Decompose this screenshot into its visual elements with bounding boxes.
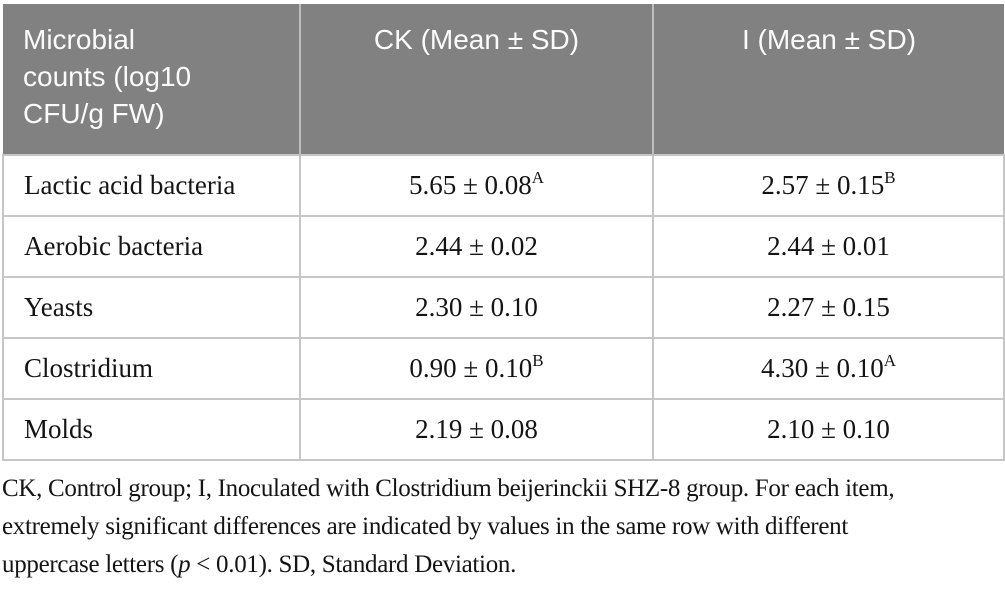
i-value-cell: 2.57 ± 0.15B xyxy=(652,154,1005,217)
i-value-cell: 2.44 ± 0.01 xyxy=(652,215,1005,278)
ck-value-cell: 2.19 ± 0.08 xyxy=(299,398,654,461)
ck-value: 2.44 ± 0.02 xyxy=(415,231,538,261)
i-value: 2.10 ± 0.10 xyxy=(767,414,890,444)
ck-value: 2.30 ± 0.10 xyxy=(415,292,538,322)
footnote-line-1: CK, Control group; I, Inoculated with Cl… xyxy=(2,475,895,502)
i-value: 4.30 ± 0.10 xyxy=(760,353,884,383)
significance-letter: A xyxy=(883,351,897,370)
ck-value-cell: 5.65 ± 0.08A xyxy=(299,154,654,217)
microbial-counts-table: Microbial counts (log10 CFU/g FW) CK (Me… xyxy=(2,4,1005,461)
ck-value-cell: 0.90 ± 0.10B xyxy=(299,337,654,400)
significance-letter: A xyxy=(531,168,545,187)
row-label: Clostridium xyxy=(2,337,301,400)
row-label: Molds xyxy=(2,398,301,461)
column-header-ck: CK (Mean ± SD) xyxy=(299,4,653,155)
header-row: Microbial counts (log10 CFU/g FW) CK (Me… xyxy=(3,4,1004,155)
row-label: Yeasts xyxy=(2,276,301,339)
ck-value-cell: 2.44 ± 0.02 xyxy=(299,215,654,278)
row-label: Aerobic bacteria xyxy=(2,215,301,278)
i-value: 2.27 ± 0.15 xyxy=(767,292,890,322)
table-row: Yeasts 2.30 ± 0.10 2.27 ± 0.15 xyxy=(2,276,1005,339)
significance-letter: B xyxy=(532,351,544,370)
ck-value: 2.19 ± 0.08 xyxy=(415,414,538,444)
ck-value: 0.90 ± 0.10 xyxy=(409,353,533,383)
table-row: Lactic acid bacteria 5.65 ± 0.08A 2.57 ±… xyxy=(2,154,1005,217)
i-value: 2.44 ± 0.01 xyxy=(767,231,890,261)
column-header-microbial-counts: Microbial counts (log10 CFU/g FW) xyxy=(3,4,300,155)
ck-value-cell: 2.30 ± 0.10 xyxy=(299,276,654,339)
footnote-line-3-suffix: < 0.01). SD, Standard Deviation. xyxy=(190,551,517,578)
row-label: Lactic acid bacteria xyxy=(2,154,301,217)
significance-letter: B xyxy=(884,168,896,187)
footnote-p-italic: p xyxy=(178,551,191,578)
footnote-line-3-prefix: uppercase letters ( xyxy=(2,551,179,578)
table-footnote: CK, Control group; I, Inoculated with Cl… xyxy=(2,470,1003,584)
table-row: Molds 2.19 ± 0.08 2.10 ± 0.10 xyxy=(2,398,1005,461)
table-row: Clostridium 0.90 ± 0.10B 4.30 ± 0.10A xyxy=(2,337,1005,400)
i-value: 2.57 ± 0.15 xyxy=(761,170,885,200)
ck-value: 5.65 ± 0.08 xyxy=(408,170,532,200)
table-row: Aerobic bacteria 2.44 ± 0.02 2.44 ± 0.01 xyxy=(2,215,1005,278)
i-value-cell: 2.10 ± 0.10 xyxy=(652,398,1005,461)
footnote-line-2: extremely significant differences are in… xyxy=(2,513,848,540)
i-value-cell: 2.27 ± 0.15 xyxy=(652,276,1005,339)
footnote-line-3: uppercase letters (p < 0.01). SD, Standa… xyxy=(2,546,1003,584)
i-value-cell: 4.30 ± 0.10A xyxy=(652,337,1005,400)
column-header-i: I (Mean ± SD) xyxy=(652,4,1004,155)
